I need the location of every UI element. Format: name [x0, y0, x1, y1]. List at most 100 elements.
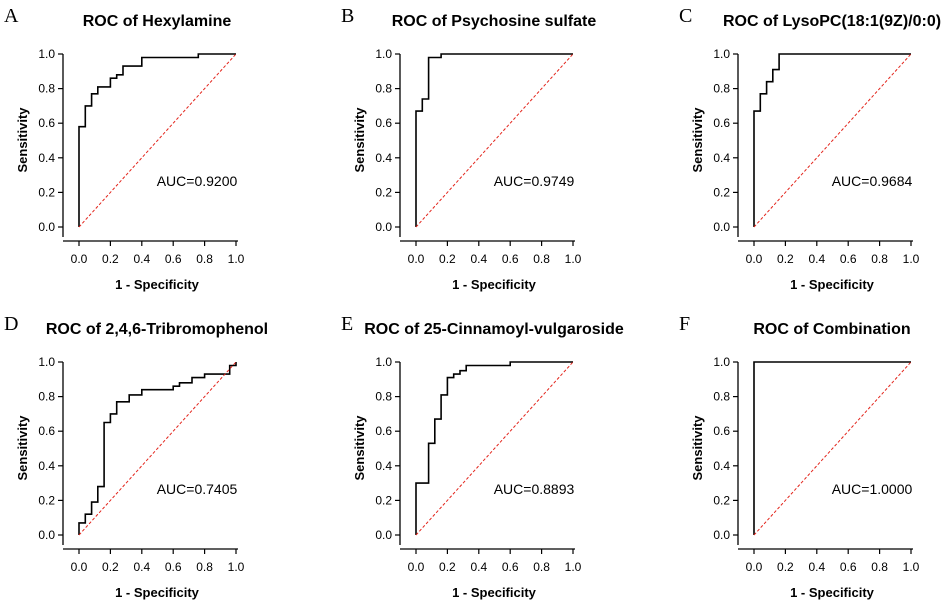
x-tick-label: 0.8 [533, 252, 550, 266]
x-tick-label: 0.0 [746, 560, 763, 574]
y-axis-label: Sensitivity [690, 107, 705, 173]
x-tick-label: 1.0 [565, 560, 582, 574]
y-tick-label: 1.0 [713, 355, 730, 369]
x-tick-label: 0.2 [439, 252, 456, 266]
y-tick-label: 0.6 [713, 424, 730, 438]
reference-diagonal-line [415, 53, 574, 228]
y-tick-label: 0.2 [375, 493, 392, 507]
auc-annotation: AUC=0.9200 [157, 173, 238, 189]
x-tick-label: 0.6 [840, 560, 857, 574]
y-tick-label: 0.0 [375, 220, 392, 234]
x-axis-label: 1 - Specificity [452, 277, 537, 292]
y-tick-label: 0.8 [713, 390, 730, 404]
roc-panel-f: F ROC of Combination 0.0 0.2 0.4 0.6 0.8 1.0 0.0… [679, 313, 920, 600]
x-tick-label: 0.8 [196, 560, 213, 574]
y-tick-label: 0.8 [38, 82, 55, 96]
panel-letter: D [4, 313, 18, 335]
chart-title: ROC of Hexylamine [83, 13, 232, 30]
y-axis-label: Sensitivity [352, 107, 367, 173]
x-tick-label: 0.2 [439, 560, 456, 574]
x-tick-label: 0.6 [165, 560, 182, 574]
reference-diagonal-line [753, 53, 912, 228]
panel-letter: F [679, 313, 690, 335]
x-tick-label: 0.4 [133, 252, 150, 266]
x-tick-label: 1.0 [228, 252, 245, 266]
y-tick-label: 0.2 [713, 493, 730, 507]
y-axis-label: Sensitivity [690, 415, 705, 481]
y-tick-label: 0.2 [713, 185, 730, 199]
x-tick-label: 1.0 [228, 560, 245, 574]
x-tick-label: 0.8 [196, 252, 213, 266]
y-tick-label: 1.0 [375, 47, 392, 61]
x-tick-label: 0.2 [102, 560, 119, 574]
roc-curve [753, 53, 911, 227]
x-tick-label: 0.2 [777, 560, 794, 574]
roc-panel-e: E ROC of 25-Cinnamoyl-vulgaroside 0.0 0.2 0.… [341, 313, 624, 600]
y-tick-label: 0.4 [375, 459, 392, 473]
auc-annotation: AUC=1.0000 [832, 481, 913, 497]
y-tick-label: 0.2 [38, 185, 55, 199]
y-tick-label: 1.0 [38, 47, 55, 61]
roc-panel-d: D ROC of 2,4,6-Tribromophenol 0.0 0.2 0.4 0.6… [4, 313, 268, 600]
x-tick-label: 0.2 [777, 252, 794, 266]
x-axis-label: 1 - Specificity [115, 277, 200, 292]
auc-annotation: AUC=0.8893 [494, 481, 575, 497]
x-tick-label: 0.4 [470, 252, 487, 266]
x-tick-label: 0.2 [102, 252, 119, 266]
y-tick-label: 0.6 [38, 424, 55, 438]
y-tick-label: 1.0 [375, 355, 392, 369]
y-tick-label: 0.4 [713, 151, 730, 165]
y-tick-label: 0.0 [713, 220, 730, 234]
y-tick-label: 0.8 [713, 82, 730, 96]
y-tick-label: 0.0 [375, 528, 392, 542]
y-tick-label: 0.8 [375, 82, 392, 96]
x-tick-label: 0.6 [502, 560, 519, 574]
panel-letter: A [4, 5, 19, 27]
panel-letter: B [341, 5, 354, 27]
y-tick-label: 0.6 [713, 116, 730, 130]
y-axis-label: Sensitivity [352, 415, 367, 481]
y-tick-label: 0.8 [38, 390, 55, 404]
y-tick-label: 0.4 [38, 459, 55, 473]
roc-curve [415, 361, 573, 535]
y-tick-label: 0.2 [38, 493, 55, 507]
y-tick-label: 0.0 [38, 528, 55, 542]
panel-letter: C [679, 5, 692, 27]
x-tick-label: 0.4 [133, 560, 150, 574]
roc-curve [78, 362, 237, 535]
y-tick-label: 0.4 [38, 151, 55, 165]
x-tick-label: 1.0 [903, 560, 920, 574]
auc-annotation: AUC=0.7405 [157, 481, 238, 497]
y-tick-label: 1.0 [713, 47, 730, 61]
y-tick-label: 0.4 [375, 151, 392, 165]
roc-curve [753, 361, 911, 535]
x-tick-label: 0.0 [746, 252, 763, 266]
x-tick-label: 0.6 [165, 252, 182, 266]
x-axis-label: 1 - Specificity [115, 585, 200, 600]
x-tick-label: 0.4 [808, 252, 825, 266]
roc-curve [415, 53, 573, 227]
reference-diagonal-line [415, 361, 574, 536]
y-tick-label: 0.8 [375, 390, 392, 404]
x-tick-label: 0.8 [871, 252, 888, 266]
chart-title: ROC of 2,4,6-Tribromophenol [46, 321, 268, 338]
x-tick-label: 0.4 [470, 560, 487, 574]
x-tick-label: 0.0 [71, 560, 88, 574]
y-axis-label: Sensitivity [15, 107, 30, 173]
x-axis-label: 1 - Specificity [790, 277, 875, 292]
y-axis-label: Sensitivity [15, 415, 30, 481]
y-tick-label: 0.2 [375, 185, 392, 199]
chart-title: ROC of LysoPC(18:1(9Z)/0:0) [723, 13, 941, 30]
x-axis-label: 1 - Specificity [790, 585, 875, 600]
panel-letter: E [341, 313, 353, 335]
y-tick-label: 0.4 [713, 459, 730, 473]
y-tick-label: 0.6 [38, 116, 55, 130]
x-axis-label: 1 - Specificity [452, 585, 537, 600]
x-tick-label: 1.0 [903, 252, 920, 266]
x-tick-label: 1.0 [565, 252, 582, 266]
chart-title: ROC of Psychosine sulfate [392, 13, 597, 30]
x-tick-label: 0.0 [408, 252, 425, 266]
y-tick-label: 1.0 [38, 355, 55, 369]
x-tick-label: 0.0 [71, 252, 88, 266]
